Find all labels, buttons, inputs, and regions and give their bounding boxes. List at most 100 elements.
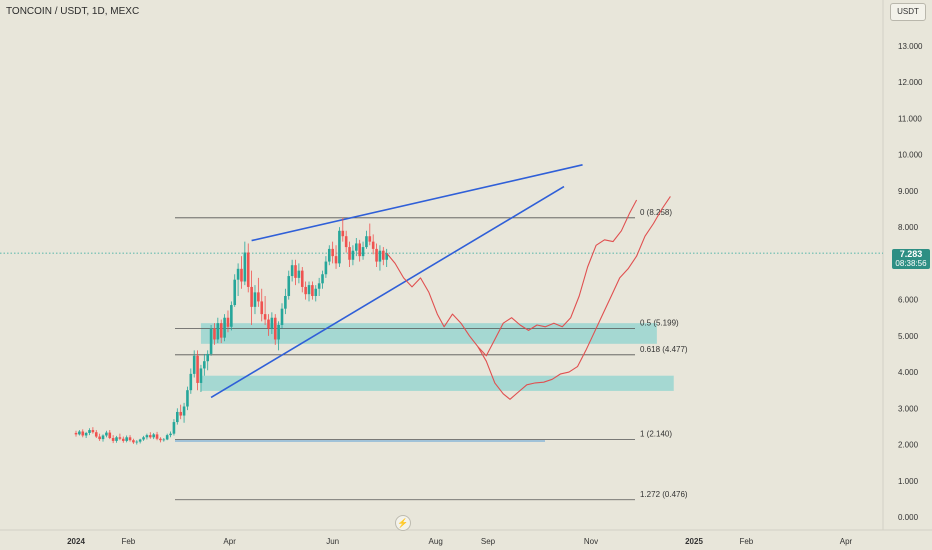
candle-body-31 [179, 411, 182, 416]
y-tick-label-9: 4.000 [898, 368, 919, 377]
candle-body-14 [121, 438, 125, 441]
y-tick-label-13: 0.000 [898, 513, 919, 522]
candle-body-75 [327, 248, 331, 262]
candle-body-74 [324, 261, 328, 275]
y-tick-label-11: 2.000 [898, 441, 919, 450]
trendline-0 [251, 164, 583, 242]
candle-body-63 [287, 276, 291, 296]
candle-body-28 [169, 433, 172, 436]
y-tick-label-0: 13.000 [898, 42, 923, 51]
candle-body-41 [213, 328, 216, 340]
candle-body-88 [371, 241, 375, 249]
y-tick-label-2: 11.000 [898, 114, 922, 123]
candle-body-80 [344, 236, 348, 248]
candle-body-50 [243, 252, 247, 282]
candle-body-38 [203, 361, 206, 369]
candle-body-51 [246, 252, 250, 287]
candle-body-2 [81, 431, 85, 436]
candle-body-33 [186, 390, 189, 407]
y-tick-label-12: 1.000 [898, 477, 919, 486]
candle-body-87 [368, 236, 372, 242]
candle-body-77 [334, 256, 338, 264]
candle-body-35 [192, 355, 196, 374]
y-tick-label-5: 8.000 [898, 223, 919, 232]
candle-body-90 [378, 250, 382, 262]
candle-body-39 [206, 353, 210, 362]
candle-body-32 [182, 406, 186, 416]
candle-body-85 [361, 247, 365, 257]
candle-body-71 [314, 288, 318, 296]
bar-countdown-label: 08:38:56 [895, 259, 927, 268]
candle-body-58 [270, 317, 274, 329]
x-tick-label-2: Apr [223, 537, 236, 546]
x-tick-label-4: Aug [429, 537, 443, 546]
candle-body-21 [145, 435, 149, 438]
candle-body-76 [331, 248, 334, 257]
lightning-icon[interactable]: ⚡ [395, 515, 411, 531]
candle-body-47 [233, 279, 237, 306]
candle-body-65 [294, 265, 297, 278]
candle-body-17 [132, 440, 135, 443]
candle-body-23 [152, 434, 155, 438]
x-tick-label-9: Apr [840, 537, 853, 546]
candle-body-91 [382, 250, 385, 260]
candle-body-83 [354, 243, 358, 251]
candle-body-20 [142, 437, 145, 440]
candle-body-5 [91, 430, 95, 433]
candle-body-18 [135, 441, 139, 443]
fib-label-1: 0.5 (5.199) [640, 319, 679, 328]
candle-body-59 [273, 317, 277, 340]
candle-body-49 [240, 268, 243, 282]
candle-body-1 [78, 431, 81, 435]
candle-body-11 [111, 438, 115, 441]
fib-label-4: 1.272 (0.476) [640, 490, 688, 499]
candle-body-44 [223, 317, 226, 338]
y-tick-label-4: 9.000 [898, 187, 919, 196]
x-tick-label-1: Feb [121, 537, 135, 546]
candle-body-4 [88, 430, 91, 433]
candle-body-13 [118, 437, 122, 439]
candle-body-46 [230, 305, 233, 327]
quote-currency-button[interactable]: USDT [890, 3, 926, 21]
candle-body-42 [216, 323, 220, 340]
candle-body-3 [84, 432, 88, 436]
candle-body-82 [351, 250, 355, 260]
candle-body-84 [358, 243, 361, 257]
candle-body-43 [219, 323, 223, 338]
y-tick-label-7: 6.000 [898, 296, 919, 305]
candle-body-10 [108, 432, 112, 439]
candle-body-53 [253, 292, 257, 307]
y-tick-label-10: 3.000 [898, 404, 919, 413]
candle-body-78 [338, 230, 341, 264]
candle-body-92 [385, 253, 388, 260]
candle-body-57 [267, 319, 270, 329]
candle-body-48 [236, 268, 240, 280]
candle-body-24 [155, 434, 159, 439]
candle-body-12 [115, 437, 118, 441]
candle-body-66 [297, 270, 301, 278]
y-tick-label-8: 5.000 [898, 332, 919, 341]
x-tick-label-3: Jun [326, 537, 339, 546]
candle-body-86 [365, 236, 368, 248]
candle-body-62 [284, 295, 287, 309]
candle-body-7 [98, 436, 101, 440]
candle-body-25 [159, 438, 162, 441]
current-price-label: 7.283 [899, 249, 923, 259]
candle-body-60 [277, 324, 280, 340]
candle-body-8 [101, 435, 105, 440]
candle-body-70 [311, 285, 314, 296]
candle-body-81 [348, 247, 351, 260]
candle-body-37 [199, 368, 203, 383]
candle-body-52 [250, 286, 253, 307]
fib-label-0: 0 (8.258) [640, 208, 672, 217]
candle-body-29 [172, 422, 176, 434]
x-tick-label-8: Feb [739, 537, 753, 546]
candle-body-36 [196, 355, 199, 383]
candle-body-61 [280, 308, 284, 325]
trendline-1 [210, 185, 565, 399]
candle-body-64 [290, 265, 294, 277]
candle-body-40 [209, 328, 213, 354]
projection-path-0 [386, 199, 638, 357]
